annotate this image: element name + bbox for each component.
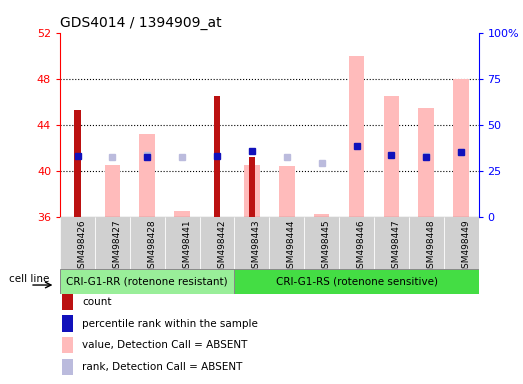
Text: GSM498442: GSM498442 <box>217 220 226 274</box>
Text: GSM498444: GSM498444 <box>287 220 296 274</box>
Text: GSM498441: GSM498441 <box>182 220 191 274</box>
Bar <box>62 315 73 332</box>
Bar <box>453 79 469 217</box>
Text: count: count <box>82 297 112 307</box>
Bar <box>279 166 294 217</box>
Text: CRI-G1-RS (rotenone sensitive): CRI-G1-RS (rotenone sensitive) <box>276 276 438 286</box>
Text: value, Detection Call = ABSENT: value, Detection Call = ABSENT <box>82 340 247 350</box>
Bar <box>383 96 399 217</box>
Text: GSM498446: GSM498446 <box>357 220 366 274</box>
Bar <box>74 110 81 217</box>
Bar <box>60 217 95 269</box>
Bar <box>409 217 444 269</box>
Bar <box>249 157 255 217</box>
Text: GSM498448: GSM498448 <box>426 220 435 274</box>
Bar <box>95 217 130 269</box>
Bar <box>269 217 304 269</box>
Text: GSM498427: GSM498427 <box>112 220 121 274</box>
Bar <box>62 359 73 375</box>
Text: CRI-G1-RR (rotenone resistant): CRI-G1-RR (rotenone resistant) <box>66 276 228 286</box>
Bar <box>418 108 434 217</box>
Bar <box>214 96 220 217</box>
Text: cell line: cell line <box>9 274 49 284</box>
Text: GSM498443: GSM498443 <box>252 220 261 274</box>
Text: GSM498428: GSM498428 <box>147 220 156 274</box>
Text: GSM498449: GSM498449 <box>461 220 470 274</box>
Bar <box>339 217 374 269</box>
Bar <box>200 217 234 269</box>
Bar <box>140 134 155 217</box>
Bar <box>234 217 269 269</box>
Bar <box>165 217 200 269</box>
Bar <box>349 56 365 217</box>
Bar <box>105 165 120 217</box>
Text: percentile rank within the sample: percentile rank within the sample <box>82 319 258 329</box>
Text: GSM498445: GSM498445 <box>322 220 331 274</box>
Text: GSM498426: GSM498426 <box>77 220 87 274</box>
Bar <box>444 217 479 269</box>
Bar <box>234 269 479 294</box>
Bar <box>314 214 329 217</box>
Bar <box>130 217 165 269</box>
Text: GDS4014 / 1394909_at: GDS4014 / 1394909_at <box>60 16 222 30</box>
Bar <box>244 165 260 217</box>
Bar <box>304 217 339 269</box>
Bar <box>62 294 73 310</box>
Bar <box>374 217 409 269</box>
Bar <box>174 211 190 217</box>
Bar <box>62 337 73 353</box>
Text: GSM498447: GSM498447 <box>391 220 401 274</box>
Bar <box>60 269 234 294</box>
Text: rank, Detection Call = ABSENT: rank, Detection Call = ABSENT <box>82 362 243 372</box>
